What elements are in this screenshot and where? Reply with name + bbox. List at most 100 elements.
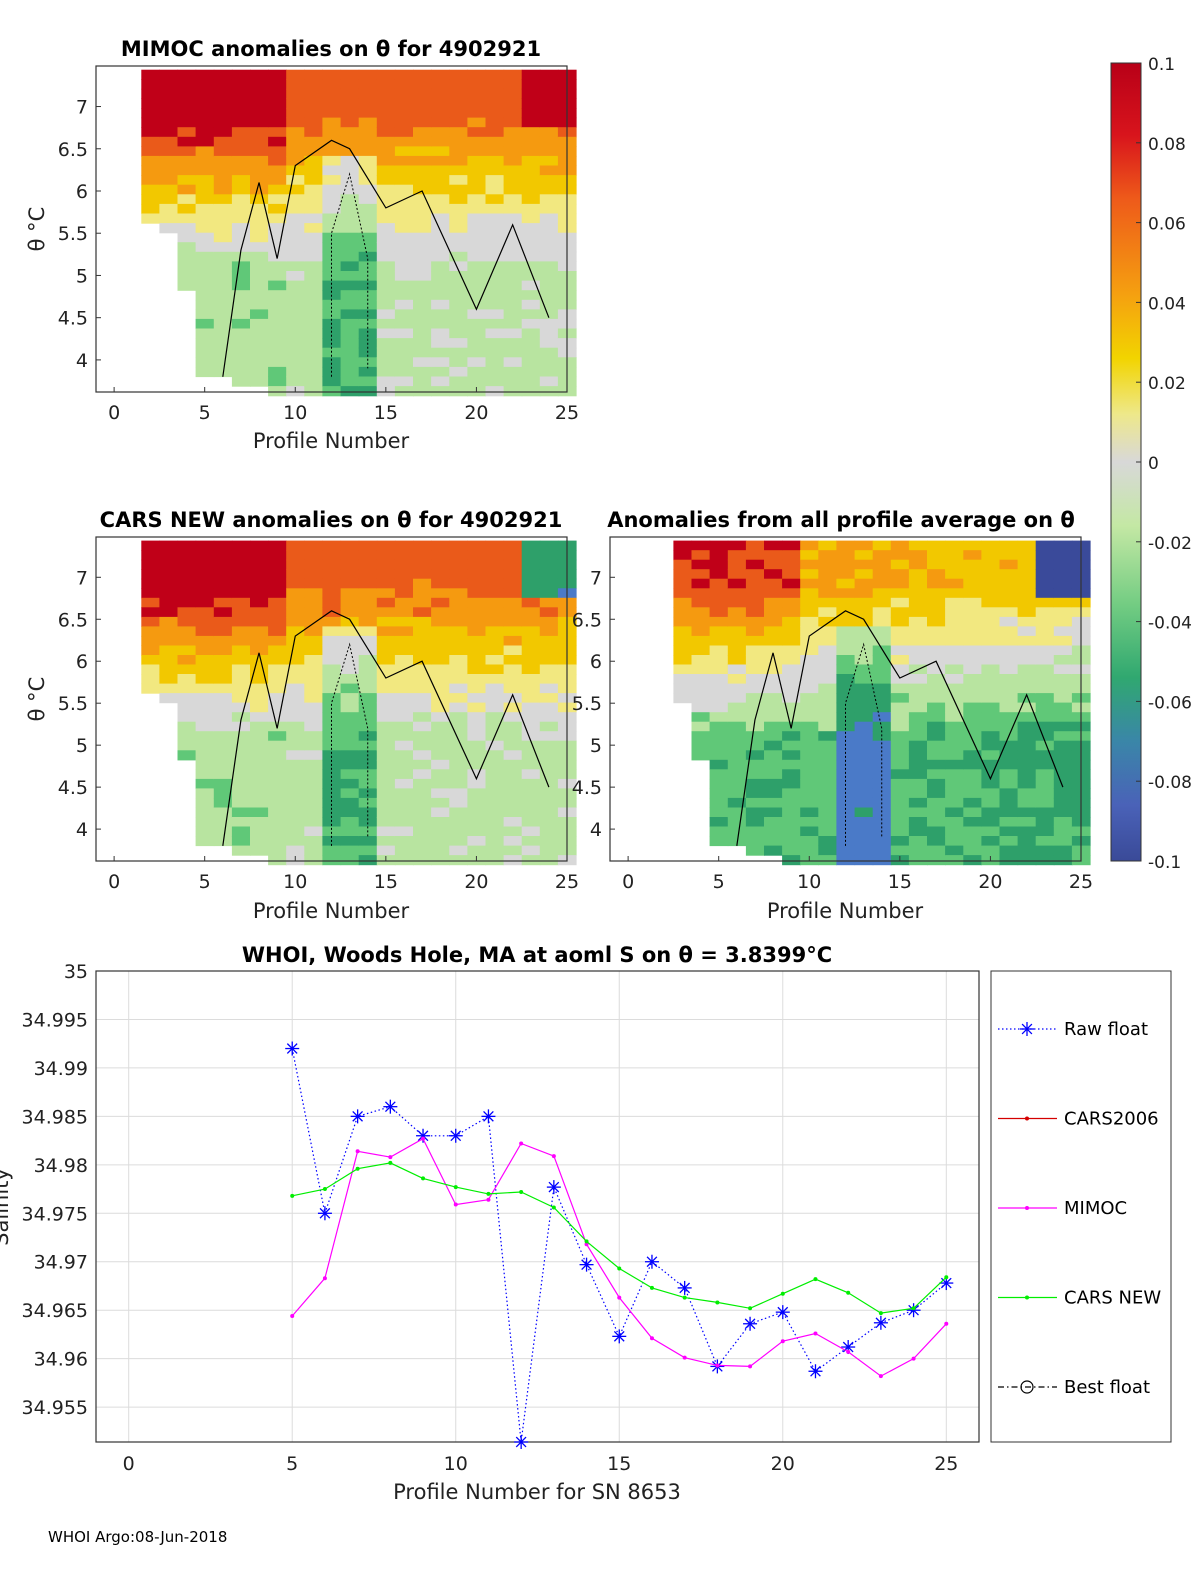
heatmap-cell — [358, 386, 378, 397]
heatmap-cell — [231, 740, 251, 751]
heatmap-cell — [503, 232, 523, 243]
heatmap-cell — [709, 740, 729, 751]
heatmap-cell — [1017, 626, 1037, 637]
heatmap-cell — [231, 146, 251, 157]
heatmap-cell — [231, 79, 251, 90]
heatmap-cell — [854, 607, 874, 618]
heatmap-cell — [358, 357, 378, 368]
heatmap-cell — [539, 251, 559, 262]
star-stroke — [1021, 1023, 1033, 1035]
heatmap-cell — [376, 788, 396, 799]
heatmap-cell — [159, 626, 179, 637]
heatmap-cell — [358, 702, 378, 713]
heatmap-cell — [322, 261, 342, 272]
heatmap-cell — [854, 655, 874, 666]
heatmap-cell — [999, 778, 1019, 789]
heatmap-cell — [981, 836, 1001, 847]
heatmap-cell — [539, 79, 559, 90]
heatmap-cell — [268, 184, 287, 195]
heatmap-cell — [1053, 759, 1073, 770]
heatmap-cell — [521, 146, 541, 157]
heatmap-cell — [394, 778, 414, 789]
heatmap-cell — [485, 223, 505, 234]
heatmap-cell — [890, 807, 910, 818]
heatmap-cell — [539, 731, 559, 742]
heatmap-cell — [945, 759, 964, 770]
heatmap-cell — [1035, 616, 1055, 627]
heatmap-cell — [413, 366, 432, 378]
heatmap-cell — [818, 693, 837, 704]
heatmap-cell — [890, 569, 910, 580]
heatmap-cell — [872, 817, 892, 828]
heatmap-cell — [213, 693, 233, 704]
heatmap-cell — [376, 175, 396, 186]
heatmap-cell — [1017, 693, 1037, 704]
heatmap-cell — [890, 588, 910, 599]
heatmap-cell — [1017, 807, 1037, 818]
star-stroke — [875, 1317, 887, 1329]
heatmap-cell — [521, 108, 541, 119]
heatmap-cell — [195, 731, 215, 742]
heatmap-cell — [927, 712, 946, 723]
heatmap-cell — [485, 578, 505, 589]
heatmap-cell — [727, 778, 747, 789]
heatmap-cell — [908, 731, 928, 742]
heatmap-cell — [268, 778, 287, 789]
heatmap-cell — [340, 117, 360, 128]
heatmap-cell — [800, 559, 819, 570]
heatmap-cell — [195, 184, 215, 195]
heatmap-cell — [376, 155, 396, 167]
heatmap-cell — [503, 175, 523, 186]
heatmap-cell — [449, 347, 468, 358]
heatmap-cell — [286, 759, 305, 770]
heatmap-cell — [195, 807, 215, 818]
heatmap-cell — [431, 175, 450, 186]
heatmap-cell — [394, 540, 414, 551]
heatmap-cell — [981, 712, 1001, 723]
heatmap-cell — [890, 759, 910, 770]
heatmap-cell — [376, 328, 396, 339]
heatmap-cell — [394, 855, 414, 866]
y-tick-label: 6 — [76, 181, 88, 203]
heatmap-cell — [340, 693, 360, 704]
heatmap-cell — [304, 550, 323, 561]
heatmap-cell — [304, 788, 323, 799]
heatmap-cell — [394, 588, 414, 599]
heatmap-cell — [304, 655, 323, 666]
heatmap-cell — [394, 607, 414, 618]
heatmap-cell — [413, 194, 432, 205]
heatmap-cell — [250, 366, 269, 378]
heatmap-cell — [376, 540, 396, 551]
heatmap-cell — [963, 740, 982, 751]
heatmap-cell — [268, 136, 287, 147]
heatmap-cell — [358, 146, 378, 157]
heatmap-cell — [268, 271, 287, 282]
heatmap-cell — [141, 184, 160, 195]
heatmap-cell — [286, 750, 305, 761]
cars-new-xticks: 0 5 10 15 20 25 — [108, 856, 579, 893]
heatmap-cell — [908, 597, 928, 608]
heatmap-cell — [358, 232, 378, 243]
y-tick-label: 7 — [590, 567, 602, 589]
heatmap-cell — [727, 826, 747, 837]
heatmap-cell — [213, 588, 233, 599]
heatmap-cell — [503, 578, 523, 589]
heatmap-cell — [322, 175, 342, 186]
heatmap-cell — [521, 88, 541, 99]
heatmap-cell — [521, 845, 541, 856]
heatmap-cell — [250, 271, 269, 282]
heatmap-cell — [340, 136, 360, 147]
heatmap-cell — [250, 155, 269, 167]
heatmap-cell — [394, 683, 414, 694]
heatmap-cell — [431, 366, 450, 378]
heatmap-cell — [539, 740, 559, 751]
heatmap-cell — [304, 194, 323, 205]
heatmap-cell — [322, 69, 342, 80]
heatmap-cell — [727, 759, 747, 770]
heatmap-cell — [449, 788, 468, 799]
heatmap-cell — [213, 607, 233, 618]
heatmap-cell — [413, 146, 432, 157]
heatmap-cell — [963, 702, 982, 713]
cars_new-point — [290, 1193, 295, 1198]
heatmap-cell — [376, 290, 396, 301]
